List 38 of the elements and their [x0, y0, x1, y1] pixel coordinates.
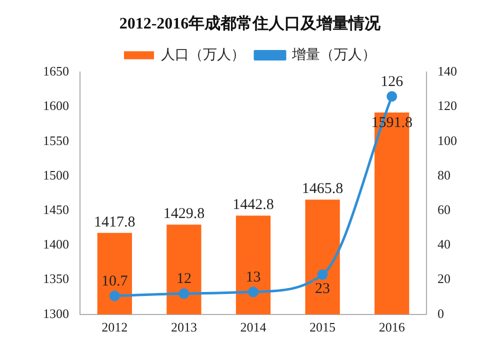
- data-label: 126: [380, 74, 404, 90]
- point: [109, 290, 120, 302]
- data-label: 12: [176, 271, 192, 288]
- x-tick-label: 2015: [310, 320, 336, 335]
- data-label: 13: [246, 269, 261, 286]
- x-tick-label: 2016: [378, 320, 406, 335]
- y2-tick-label: 80: [438, 167, 450, 182]
- y-tick-label: 1600: [43, 98, 69, 114]
- data-label: 1442.8: [232, 197, 274, 214]
- legend-label: 人口（万人）: [161, 46, 245, 63]
- data-label: 10.7: [102, 273, 128, 290]
- y-tick-label: 1350: [43, 271, 69, 286]
- point: [317, 269, 328, 280]
- point: [248, 286, 258, 298]
- y2-tick-label: 0: [438, 306, 444, 321]
- data-label: 1429.8: [163, 206, 205, 222]
- y2-tick-label: 60: [438, 202, 450, 218]
- data-label: 23: [315, 281, 330, 298]
- data-label: 1417.8: [94, 214, 136, 230]
- y-tick-label: 1450: [43, 202, 69, 218]
- y-tick-label: 1650: [43, 64, 69, 79]
- y-tick-label: 1300: [43, 306, 69, 321]
- point: [386, 91, 398, 102]
- y2-tick-label: 40: [438, 236, 450, 252]
- y2-tick-label: 20: [438, 271, 450, 286]
- x-tick-label: 2012: [102, 320, 128, 335]
- legend-label: 增量（万人）: [291, 46, 376, 63]
- y-tick-label: 1400: [43, 236, 69, 252]
- x-tick-label: 2014: [240, 320, 267, 335]
- point: [178, 288, 190, 299]
- y2-tick-label: 100: [438, 132, 457, 148]
- data-label: 1465.8: [302, 181, 344, 198]
- chart-title: 2012-2016年成都常住人口及增量情况: [119, 14, 382, 33]
- y2-tick-label: 120: [438, 98, 457, 114]
- y-tick-label: 1500: [43, 167, 69, 182]
- x-tick-label: 2013: [170, 320, 197, 335]
- y-tick-label: 1550: [43, 132, 69, 148]
- y2-tick-label: 140: [438, 64, 457, 79]
